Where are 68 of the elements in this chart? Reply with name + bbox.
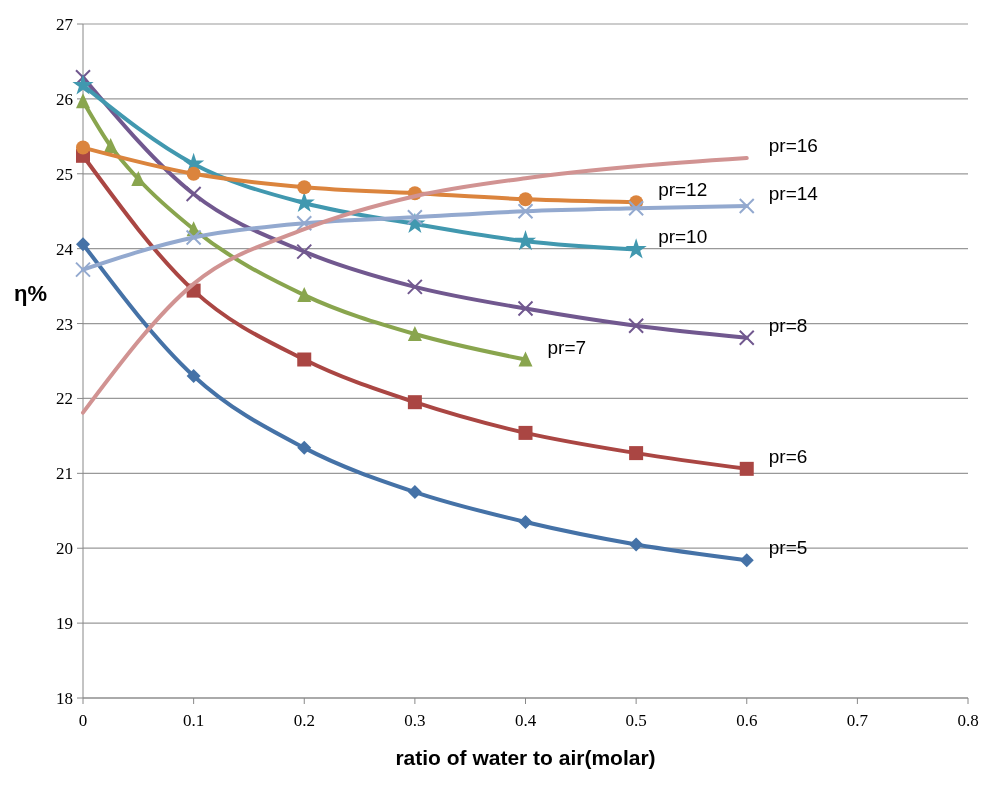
point	[186, 166, 201, 181]
y-tick-label: 26	[56, 89, 73, 109]
series-label: pr=6	[768, 445, 808, 467]
y-tick-label: 22	[56, 389, 73, 409]
y-tick-label: 20	[56, 539, 73, 559]
point	[297, 352, 312, 367]
point	[739, 461, 754, 476]
point	[739, 553, 754, 568]
y-tick-label: 21	[56, 464, 73, 484]
series-label: pr=14	[768, 182, 819, 204]
y-tick-label: 27	[56, 14, 74, 34]
point	[518, 192, 533, 207]
point	[76, 237, 90, 252]
x-tick-label: 0.6	[736, 711, 758, 730]
point	[517, 203, 534, 220]
point	[629, 446, 644, 461]
y-tick-label: 24	[56, 239, 74, 259]
x-tick-label: 0.4	[514, 711, 537, 730]
point	[297, 440, 312, 455]
point	[76, 140, 90, 155]
point	[185, 229, 202, 246]
series-label: pr=16	[768, 135, 818, 157]
point	[296, 243, 313, 260]
y-tick-label: 23	[56, 314, 73, 334]
point	[407, 326, 422, 342]
point	[296, 215, 313, 232]
point	[186, 368, 201, 383]
x-tick-label: 0.8	[957, 711, 979, 730]
point	[738, 197, 755, 214]
point	[76, 93, 90, 109]
point	[738, 329, 755, 346]
x-tick-label: 0.1	[183, 711, 205, 730]
series-label: pr=7	[547, 336, 587, 358]
point	[75, 261, 91, 278]
series-label: pr=8	[768, 314, 808, 336]
point	[629, 537, 644, 552]
y-tick-label: 18	[56, 688, 73, 708]
point	[185, 186, 202, 202]
point	[628, 317, 645, 334]
y-axis-title: η%	[14, 281, 47, 307]
line-series	[81, 156, 749, 415]
point	[518, 515, 533, 530]
x-tick-label: 0.2	[293, 711, 315, 730]
point	[407, 485, 422, 500]
y-tick-label: 25	[56, 164, 73, 184]
x-tick-label: 0.7	[846, 711, 869, 730]
point	[514, 230, 537, 251]
point	[103, 138, 118, 154]
point	[72, 74, 94, 95]
point	[628, 200, 645, 217]
point	[406, 278, 423, 295]
x-axis-title: ratio of water to air(molar)	[395, 746, 656, 769]
point	[407, 395, 422, 410]
y-tick-label: 19	[56, 614, 73, 634]
point	[297, 180, 312, 195]
point	[625, 238, 647, 259]
point	[406, 209, 423, 226]
point	[518, 425, 533, 440]
point	[518, 351, 533, 367]
series-label: pr=12	[658, 179, 708, 201]
x-tick-label: 0	[78, 711, 88, 730]
x-tick-label: 0.3	[404, 711, 426, 730]
series-label: pr=5	[768, 537, 808, 559]
point	[131, 171, 146, 187]
x-tick-label: 0.5	[625, 711, 647, 730]
point	[517, 300, 534, 317]
series-label: pr=10	[658, 226, 708, 248]
point	[297, 287, 312, 303]
